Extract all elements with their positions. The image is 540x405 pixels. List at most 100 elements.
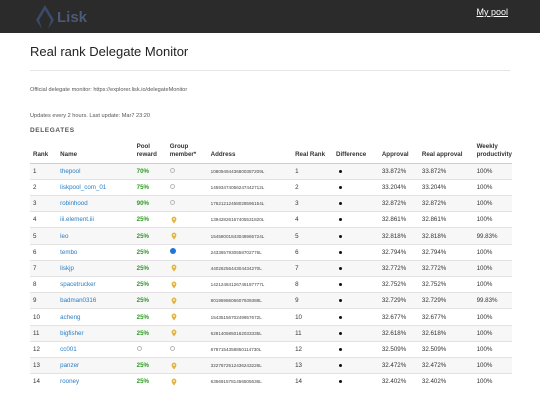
col-group-member[interactable]: Group member* bbox=[166, 143, 208, 164]
real-approval-cell: 32.509% bbox=[418, 340, 474, 358]
real-rank-cell: 4 bbox=[292, 211, 333, 228]
real-rank-cell: 7 bbox=[292, 259, 333, 277]
table-row: 8 spacetrucker 25% 14212484126746187777L 8 32… bbox=[30, 276, 512, 293]
col-weekly-productivity[interactable]: Weekly productivity bbox=[473, 143, 512, 164]
col-name[interactable]: Name bbox=[57, 143, 134, 164]
table-row: 1 thepool 70% 10809494436800387209L 1 33.872%… bbox=[30, 162, 512, 180]
group-member-cell bbox=[166, 276, 208, 293]
col-pool-reward[interactable]: Pool reward bbox=[133, 143, 167, 164]
no-difference-dot-icon bbox=[338, 283, 342, 287]
no-difference-dot-icon bbox=[338, 250, 342, 254]
name-cell: thepool bbox=[57, 162, 134, 180]
delegate-name-link[interactable]: robinhood bbox=[60, 200, 88, 208]
location-pin-icon bbox=[171, 329, 177, 337]
delegate-name-link[interactable]: cc001 bbox=[60, 345, 77, 353]
delegate-name-link[interactable]: bigfisher bbox=[60, 329, 84, 337]
group-member-dot-icon bbox=[169, 248, 176, 255]
rank-cell: 3 bbox=[30, 195, 58, 212]
real-rank-cell: 14 bbox=[292, 373, 333, 390]
name-cell: leo bbox=[57, 227, 134, 245]
pool-reward-cell: 25% bbox=[133, 324, 167, 342]
real-rank-cell: 13 bbox=[292, 356, 333, 374]
approval-cell: 32.402% bbox=[378, 373, 419, 390]
approval-cell: 32.729% bbox=[378, 292, 419, 309]
delegate-name-link[interactable]: liskpool_com_01 bbox=[60, 184, 107, 191]
no-difference-dot-icon bbox=[338, 331, 342, 335]
difference-cell bbox=[332, 243, 379, 261]
delegate-name-link[interactable]: spacetrucker bbox=[60, 281, 96, 289]
table-row: 5 leo 25% 15458001843048965724L 5 32.818% 32.8… bbox=[30, 227, 512, 245]
delegate-name-link[interactable]: acheng bbox=[60, 313, 81, 321]
real-approval-cell: 32.729% bbox=[418, 292, 474, 309]
pool-reward-cell: 90% bbox=[133, 195, 167, 212]
no-difference-dot-icon bbox=[338, 218, 342, 222]
delegate-name-link[interactable]: panzer bbox=[60, 362, 80, 370]
delegate-name-link[interactable]: leo bbox=[60, 232, 69, 240]
location-pin-icon bbox=[171, 216, 177, 224]
real-approval-cell: 32.677% bbox=[418, 308, 474, 326]
col-weekly-line1: Weekly bbox=[476, 143, 498, 150]
location-pin-icon bbox=[171, 281, 177, 289]
rank-cell: 5 bbox=[30, 227, 58, 245]
col-real-approval[interactable]: Real approval bbox=[418, 143, 474, 164]
pool-reward-value: 25% bbox=[136, 313, 150, 321]
no-difference-dot-icon bbox=[338, 364, 342, 368]
productivity-cell: 100% bbox=[473, 259, 512, 277]
col-approval[interactable]: Approval bbox=[378, 143, 419, 164]
col-rank[interactable]: Rank bbox=[30, 143, 58, 164]
pool-reward-cell: 25% bbox=[133, 259, 167, 277]
name-cell: rooney bbox=[57, 373, 134, 390]
pool-reward-value: 25% bbox=[136, 216, 150, 224]
rank-cell: 1 bbox=[30, 162, 58, 180]
delegate-name-link[interactable]: tembo bbox=[60, 248, 78, 256]
real-rank-cell: 3 bbox=[292, 195, 333, 212]
delegate-name-link[interactable]: iii.element.iii bbox=[60, 216, 94, 224]
rank-cell: 12 bbox=[30, 340, 58, 358]
difference-cell bbox=[332, 211, 379, 228]
name-cell: spacetrucker bbox=[57, 276, 134, 293]
col-group-member-line2: member* bbox=[169, 151, 197, 159]
location-pin-icon bbox=[171, 313, 177, 321]
table-row: 2 liskpool_com_01 75% 14593474056247442712L… bbox=[30, 178, 512, 196]
difference-cell bbox=[332, 276, 379, 293]
productivity-cell: 100% bbox=[473, 162, 512, 180]
table-row: 10 acheng 25% 1543515670249957672L 10 32.677%… bbox=[30, 308, 512, 326]
group-member-cell bbox=[166, 162, 208, 180]
pool-reward-value: 25% bbox=[136, 362, 150, 370]
rank-cell: 9 bbox=[30, 292, 58, 309]
my-pool-link[interactable]: My pool bbox=[476, 7, 508, 17]
lisk-logo[interactable]: Lisk bbox=[36, 5, 87, 29]
rank-cell: 7 bbox=[30, 259, 58, 277]
name-cell: badman0316 bbox=[57, 292, 134, 309]
real-rank-cell: 8 bbox=[292, 276, 333, 293]
group-member-cell bbox=[166, 227, 208, 245]
name-cell: liskpool_com_01 bbox=[57, 178, 134, 196]
location-pin-icon bbox=[171, 265, 177, 272]
delegate-name-link[interactable]: badman0316 bbox=[60, 297, 97, 305]
real-approval-cell: 32.618% bbox=[418, 324, 474, 342]
productivity-cell: 100% bbox=[473, 195, 512, 212]
address-cell: 13942826167405531820L bbox=[207, 211, 293, 228]
col-address[interactable]: Address bbox=[207, 143, 293, 164]
no-difference-dot-icon bbox=[338, 347, 342, 351]
difference-cell bbox=[332, 195, 379, 212]
location-pin-icon bbox=[171, 362, 177, 370]
delegate-name-link[interactable]: thepool bbox=[60, 167, 81, 175]
no-difference-dot-icon bbox=[338, 234, 342, 238]
delegate-name-link[interactable]: rooney bbox=[60, 378, 80, 386]
location-pin-icon bbox=[171, 297, 177, 305]
table-row: 3 robinhood 90% 17621212458028596154L 3 32.87… bbox=[30, 195, 512, 212]
col-real-rank[interactable]: Real Rank bbox=[292, 143, 333, 164]
delegates-table-body: 1 thepool 70% 10809494436800387209L 1 33.872%… bbox=[30, 162, 512, 390]
name-cell: iii.element.iii bbox=[57, 211, 134, 228]
address-cell: 14212484126746187777L bbox=[207, 276, 293, 293]
difference-cell bbox=[332, 373, 379, 390]
approval-cell: 32.772% bbox=[378, 259, 419, 277]
table-row: 13 panzer 25% 3227672512436243226L 13 32.472%… bbox=[30, 356, 512, 374]
group-member-cell bbox=[166, 356, 208, 374]
real-approval-cell: 32.752% bbox=[418, 276, 474, 293]
real-rank-cell: 6 bbox=[292, 243, 333, 261]
col-difference[interactable]: Difference bbox=[332, 143, 379, 164]
delegate-name-link[interactable]: liskjp bbox=[60, 264, 74, 272]
pool-reward-value: 70% bbox=[136, 167, 150, 175]
